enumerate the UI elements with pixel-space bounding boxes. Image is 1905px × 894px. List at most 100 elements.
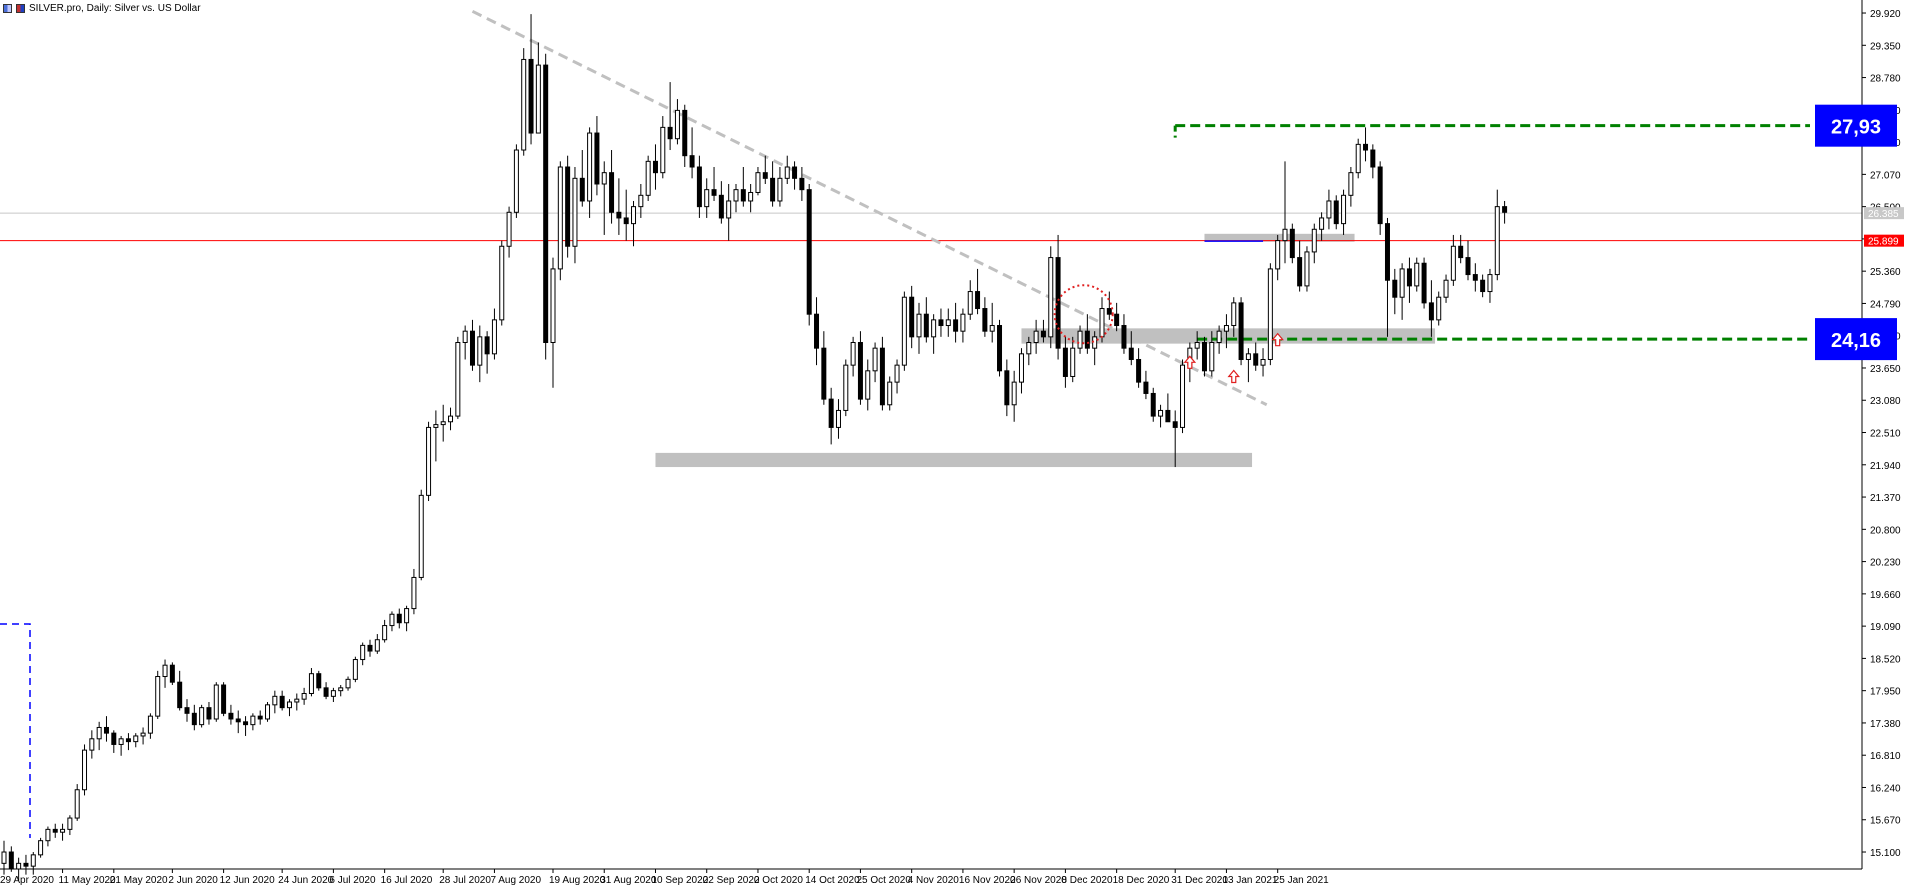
bearish-candle bbox=[469, 330, 475, 366]
bearish-candle bbox=[792, 166, 798, 179]
bullish-candle bbox=[931, 319, 937, 338]
bullish-candle bbox=[1443, 279, 1449, 298]
bullish-candle bbox=[426, 426, 432, 496]
bearish-candle bbox=[799, 177, 805, 191]
bullish-candle bbox=[989, 325, 995, 332]
bearish-candle bbox=[169, 664, 175, 683]
bearish-candle bbox=[191, 712, 197, 726]
y-axis-label: 17.950 bbox=[1870, 687, 1901, 698]
bullish-candle bbox=[338, 687, 344, 692]
bullish-candle bbox=[455, 342, 461, 417]
bullish-candle bbox=[345, 678, 351, 689]
bearish-candle bbox=[982, 308, 988, 332]
descending-trendline bbox=[471, 9, 1268, 407]
y-axis-label: 19.660 bbox=[1870, 590, 1901, 601]
bearish-candle bbox=[235, 718, 241, 723]
bullish-candle bbox=[645, 160, 651, 196]
bearish-candle bbox=[997, 325, 1003, 372]
bullish-candle bbox=[213, 684, 219, 720]
bullish-candle bbox=[462, 330, 468, 344]
bearish-candle bbox=[221, 684, 227, 714]
bearish-candle bbox=[1128, 347, 1134, 360]
x-axis-label: 25 Oct 2020 bbox=[856, 875, 911, 886]
bullish-candle bbox=[835, 409, 841, 428]
bullish-candle bbox=[945, 319, 951, 327]
bullish-candle bbox=[1216, 330, 1222, 344]
x-axis-label: 8 Dec 2020 bbox=[1061, 875, 1113, 886]
bullish-candle bbox=[477, 336, 483, 366]
bearish-candle bbox=[1421, 262, 1427, 304]
bearish-candle bbox=[1172, 421, 1178, 428]
bullish-candle bbox=[1048, 257, 1054, 338]
y-axis-label: 27.070 bbox=[1870, 170, 1901, 181]
chart-header: SILVER.pro, Daily: Silver vs. US Dollar bbox=[3, 1, 201, 15]
bullish-candle bbox=[38, 840, 44, 856]
bullish-candle bbox=[301, 693, 307, 700]
bullish-candle bbox=[1070, 347, 1076, 377]
up-arrow-icon bbox=[1227, 369, 1241, 384]
bullish-candle bbox=[1018, 353, 1024, 383]
bullish-candle bbox=[726, 200, 732, 219]
bullish-candle bbox=[916, 313, 922, 338]
bullish-candle bbox=[733, 189, 739, 202]
y-axis-label: 16.240 bbox=[1870, 783, 1901, 794]
bearish-candle bbox=[206, 707, 212, 720]
bullish-candle bbox=[265, 704, 271, 720]
bearish-candle bbox=[1289, 228, 1295, 259]
up-arrow-icon bbox=[1271, 332, 1284, 347]
bullish-candle bbox=[118, 738, 124, 745]
y-axis-label: 16.810 bbox=[1870, 751, 1901, 762]
upper-target-label-box bbox=[1815, 104, 1897, 147]
bearish-candle bbox=[125, 738, 131, 743]
bullish-candle bbox=[330, 690, 336, 697]
y-axis-label: 20.800 bbox=[1870, 525, 1901, 536]
x-axis-label: 11 May 2020 bbox=[59, 875, 117, 886]
bullish-candle bbox=[535, 64, 541, 134]
bearish-candle bbox=[579, 177, 585, 202]
bearish-candle bbox=[652, 160, 658, 174]
bearish-candle bbox=[857, 342, 863, 400]
x-axis-label: 29 Apr 2020 bbox=[0, 875, 54, 886]
x-axis-label: 2 Jun 2020 bbox=[168, 875, 218, 886]
y-axis-label: 15.670 bbox=[1870, 816, 1901, 827]
y-axis-label: 22.510 bbox=[1870, 429, 1901, 440]
bearish-candle bbox=[938, 319, 944, 327]
bearish-candle bbox=[1333, 200, 1339, 225]
bullish-candle bbox=[1450, 245, 1456, 281]
bullish-candle bbox=[1399, 268, 1405, 298]
bearish-candle bbox=[828, 398, 834, 428]
bearish-candle bbox=[740, 189, 746, 202]
bearish-candle bbox=[1084, 330, 1090, 349]
bearish-candle bbox=[1363, 143, 1369, 151]
bearish-candle bbox=[323, 687, 329, 697]
bullish-candle bbox=[1267, 268, 1273, 360]
bullish-candle bbox=[374, 639, 380, 652]
bullish-candle bbox=[389, 613, 395, 627]
bullish-candle bbox=[162, 664, 168, 678]
bullish-candle bbox=[404, 608, 410, 624]
bullish-candle bbox=[1341, 194, 1347, 225]
bullish-candle bbox=[843, 364, 849, 411]
bullish-candle bbox=[1077, 330, 1083, 349]
y-axis-label: 17.380 bbox=[1870, 719, 1901, 730]
x-axis-label: 18 Dec 2020 bbox=[1113, 875, 1170, 886]
bullish-candle bbox=[1033, 330, 1039, 344]
bullish-candle bbox=[418, 494, 424, 578]
bullish-candle bbox=[448, 415, 454, 423]
resistance-zone-jan bbox=[1204, 233, 1355, 242]
bullish-candle bbox=[30, 854, 36, 867]
bearish-candle bbox=[1201, 342, 1207, 372]
x-axis-label: 6 Jul 2020 bbox=[329, 875, 376, 886]
bullish-candle bbox=[1319, 217, 1325, 230]
bullish-candle bbox=[199, 707, 205, 726]
bearish-candle bbox=[806, 189, 812, 315]
x-axis-label: 16 Jul 2020 bbox=[381, 875, 433, 886]
red-price-tag-bg bbox=[1864, 234, 1904, 247]
support-zone-2020 bbox=[655, 452, 1253, 468]
bearish-candle bbox=[565, 166, 571, 247]
y-axis-label: 19.090 bbox=[1870, 622, 1901, 633]
bearish-candle bbox=[484, 336, 490, 355]
x-axis-label: 16 Nov 2020 bbox=[959, 875, 1016, 886]
